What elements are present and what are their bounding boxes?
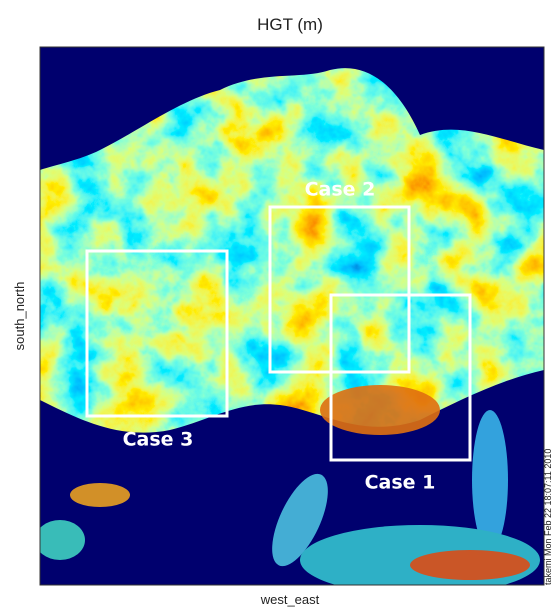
- x-axis-label: west_east: [260, 592, 320, 607]
- map-frame: [39, 46, 545, 586]
- case-label: Case 1: [365, 472, 436, 494]
- case-label: Case 2: [305, 179, 376, 201]
- case-box: [85, 249, 229, 418]
- y-axis-label: south_north: [12, 282, 27, 351]
- terrain-map: [40, 47, 544, 585]
- map-title: HGT (m): [257, 15, 323, 34]
- case-box: [268, 205, 411, 374]
- case-box: [329, 293, 472, 462]
- footer-stamp: takemi Mon Feb 22 18:07:11 2010: [543, 449, 553, 585]
- case-label: Case 3: [123, 429, 194, 451]
